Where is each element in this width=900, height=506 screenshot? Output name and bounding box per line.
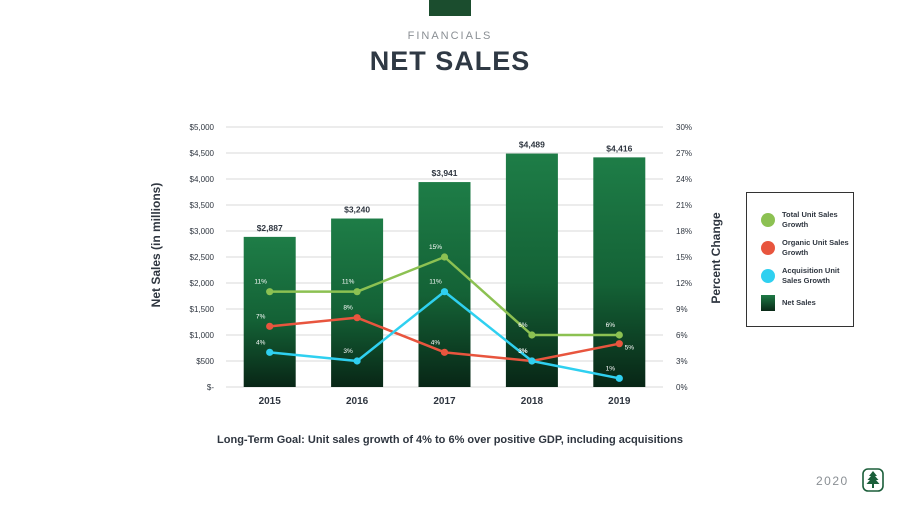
point-value-label: 7%: [256, 313, 266, 320]
acquisition-unit-sales-growth-point: [528, 357, 536, 365]
bar-value-label: $4,489: [519, 140, 545, 150]
point-value-label: 3%: [518, 348, 528, 355]
point-value-label: 11%: [342, 279, 355, 286]
point-value-label: 3%: [343, 348, 353, 355]
right-tick-label: 18%: [676, 227, 692, 236]
left-tick-label: $3,500: [190, 201, 215, 210]
tree-logo-icon: [862, 468, 884, 492]
point-value-label: 6%: [606, 322, 616, 329]
x-tick-label: 2015: [259, 396, 282, 407]
section-label: FINANCIALS: [407, 30, 493, 42]
acquisition-unit-sales-growth-point: [440, 288, 449, 296]
long-term-goal-note: Long-Term Goal: Unit sales growth of 4% …: [217, 434, 683, 446]
acquisition-unit-sales-growth-point: [615, 374, 623, 382]
chart-legend: Total Unit Sales Growth Organic Unit Sal…: [746, 192, 854, 327]
left-tick-label: $500: [196, 357, 214, 366]
legend-swatch-net-sales: [761, 295, 775, 311]
legend-label-organic: Organic Unit Sales Growth: [782, 238, 849, 257]
point-value-label: 4%: [431, 339, 441, 346]
point-value-label: 6%: [518, 322, 528, 329]
net-sales-bar: [593, 157, 646, 387]
organic-unit-sales-growth-point: [266, 322, 274, 330]
point-value-label: 3%: [518, 348, 528, 355]
right-tick-label: 12%: [676, 279, 692, 288]
x-tick-label: 2018: [521, 396, 544, 407]
x-tick-label: 2019: [608, 396, 631, 407]
legend-label-net-sales: Net Sales: [782, 298, 816, 307]
total-unit-sales-growth-point: [528, 331, 536, 339]
bar-value-label: $2,887: [257, 223, 283, 233]
right-tick-label: 6%: [676, 331, 688, 340]
point-value-label: 11%: [429, 279, 442, 286]
right-axis-title: Percent Change: [709, 212, 723, 304]
footer-year: 2020: [816, 474, 849, 488]
left-tick-label: $2,000: [190, 279, 215, 288]
legend-swatch-organic: [761, 241, 775, 255]
bar-value-label: $4,416: [606, 143, 632, 153]
left-tick-label: $1,500: [190, 305, 215, 314]
point-value-label: 8%: [343, 305, 353, 312]
right-tick-label: 9%: [676, 305, 688, 314]
right-tick-label: 27%: [676, 149, 692, 158]
acquisition-unit-sales-growth-point: [266, 348, 274, 356]
left-tick-label: $4,500: [190, 149, 215, 158]
x-tick-label: 2016: [346, 396, 369, 407]
legend-item-net-sales: Net Sales: [761, 295, 850, 311]
left-tick-label: $2,500: [190, 253, 215, 262]
bar-value-label: $3,240: [344, 205, 370, 215]
point-value-label: 15%: [429, 244, 442, 251]
page-title: NET SALES: [369, 46, 531, 76]
legend-item-acquisition: Acquisition Unit Sales Growth: [761, 266, 850, 286]
legend-item-total: Total Unit Sales Growth: [761, 210, 850, 230]
total-unit-sales-growth-point: [266, 288, 274, 296]
right-tick-label: 0%: [676, 383, 688, 392]
legend-label-acquisition: Acquisition Unit Sales Growth: [782, 266, 840, 285]
right-tick-label: 3%: [676, 357, 688, 366]
left-tick-label: $5,000: [190, 123, 215, 132]
point-value-label: 5%: [625, 345, 635, 352]
total-unit-sales-growth-point: [353, 288, 361, 296]
right-tick-label: 24%: [676, 175, 692, 184]
right-tick-label: 21%: [676, 201, 692, 210]
organic-unit-sales-growth-point: [615, 340, 623, 348]
left-tick-label: $4,000: [190, 175, 215, 184]
right-tick-label: 15%: [676, 253, 692, 262]
right-tick-label: 30%: [676, 123, 692, 132]
organic-unit-sales-growth-point: [440, 348, 449, 356]
total-unit-sales-growth-point: [615, 331, 623, 339]
left-tick-label: $3,000: [190, 227, 215, 236]
organic-unit-sales-growth-point: [353, 314, 361, 322]
bar-value-label: $3,941: [432, 168, 458, 178]
net-sales-bar: [505, 153, 558, 387]
left-axis-title: Net Sales (in millions): [149, 182, 163, 308]
point-value-label: 4%: [256, 339, 266, 346]
legend-swatch-total: [761, 213, 775, 227]
top-accent-tab: [429, 0, 471, 16]
left-tick-label: $-: [207, 383, 214, 392]
legend-swatch-acquisition: [761, 269, 775, 283]
x-tick-label: 2017: [433, 396, 456, 407]
left-tick-label: $1,000: [190, 331, 215, 340]
total-unit-sales-growth-point: [440, 253, 449, 261]
point-value-label: 11%: [254, 279, 267, 286]
acquisition-unit-sales-growth-point: [353, 357, 361, 365]
net-sales-bar: [243, 236, 296, 387]
net-sales-bar: [418, 182, 471, 387]
legend-label-total: Total Unit Sales Growth: [782, 210, 838, 229]
legend-item-organic: Organic Unit Sales Growth: [761, 238, 850, 258]
point-value-label: 1%: [606, 365, 616, 372]
